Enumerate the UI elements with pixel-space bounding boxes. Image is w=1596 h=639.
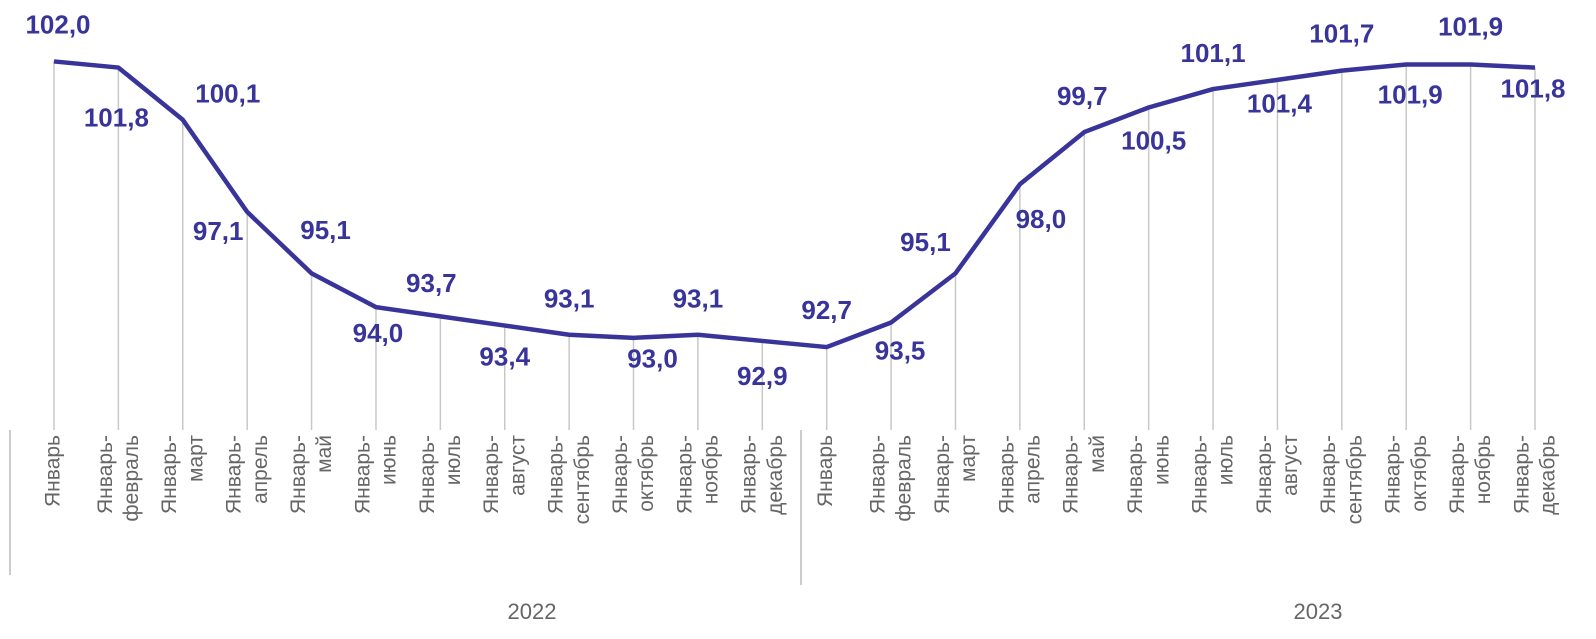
x-tick-label: Январь-июль — [1188, 435, 1237, 514]
x-tick-label: Январь-август — [1252, 435, 1301, 514]
data-label: 93,4 — [479, 341, 530, 371]
data-label: 101,4 — [1247, 89, 1313, 119]
data-label: 100,1 — [195, 79, 260, 109]
x-tick-label: Январь-июнь — [351, 435, 400, 514]
x-tick-label: Январь-август — [480, 435, 529, 514]
x-tick-label: Январь-декабрь — [737, 435, 786, 515]
data-label: 92,9 — [737, 361, 788, 391]
data-label: 100,5 — [1121, 125, 1186, 155]
data-label: 98,0 — [1016, 204, 1067, 234]
data-label: 93,1 — [544, 284, 595, 314]
data-label: 93,7 — [406, 268, 457, 298]
data-label: 101,8 — [1500, 73, 1565, 103]
x-tick-label: Январь-октябрь — [1381, 435, 1430, 514]
x-tick-label: Январь-ноябрь — [1446, 435, 1495, 514]
x-tick-label: Январь-февраль — [866, 435, 915, 522]
data-label: 95,1 — [300, 215, 351, 245]
x-tick-label: Январь-сентябрь — [544, 435, 593, 524]
data-label: 92,7 — [801, 295, 852, 325]
data-label: 97,1 — [193, 216, 244, 246]
x-tick-label: Январь-сентябрь — [1317, 435, 1366, 524]
x-tick-label: Январь-июнь — [1124, 435, 1173, 514]
data-label: 94,0 — [353, 318, 404, 348]
data-label: 101,7 — [1309, 19, 1374, 49]
x-tick-label: Январь — [42, 435, 65, 507]
data-label: 101,9 — [1378, 79, 1443, 109]
data-label: 99,7 — [1057, 81, 1108, 111]
x-tick-label: Январь-март — [158, 435, 207, 514]
x-tick-label: Январь-март — [930, 435, 979, 514]
x-tick-label: Январь-июль — [415, 435, 464, 514]
x-tick-label: Январь-май — [287, 435, 336, 514]
data-label: 93,0 — [627, 344, 678, 374]
data-label: 101,1 — [1181, 38, 1246, 68]
data-label: 101,8 — [84, 102, 149, 132]
x-tick-label: Январь-февраль — [93, 435, 142, 522]
x-tick-label: Январь-октябрь — [608, 435, 657, 514]
x-tick-label: Январь-май — [1059, 435, 1108, 514]
x-tick-label: Январь-апрель — [995, 435, 1044, 514]
data-line — [53, 59, 1536, 350]
x-group-label: 2023 — [1294, 599, 1343, 624]
x-tick-label: Январь-декабрь — [1510, 435, 1559, 515]
x-tick-label: Январь-ноябрь — [673, 435, 722, 514]
data-label: 93,5 — [875, 335, 926, 365]
data-label: 93,1 — [673, 284, 724, 314]
x-group-label: 2022 — [508, 599, 557, 624]
data-label: 102,0 — [25, 9, 90, 39]
x-tick-label: Январь-апрель — [222, 435, 271, 514]
data-label: 95,1 — [900, 227, 951, 257]
data-label: 101,9 — [1438, 11, 1503, 41]
x-tick-label: Январь — [814, 435, 837, 507]
